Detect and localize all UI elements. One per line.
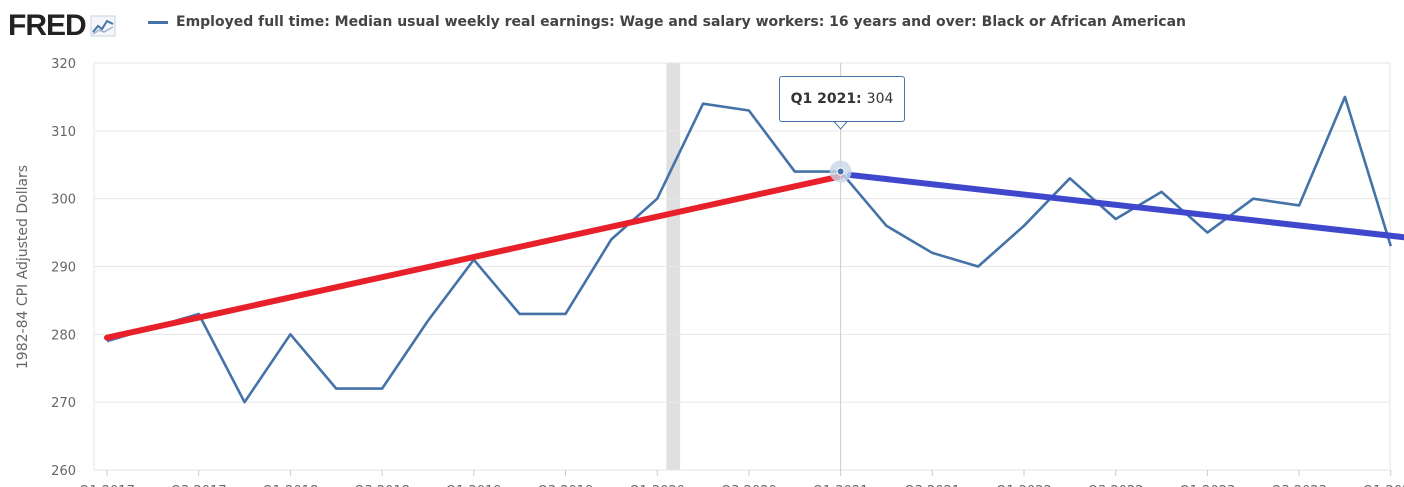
- series-line: [106, 95, 1393, 404]
- legend-line-swatch: [148, 20, 168, 24]
- axis-layer: 260 270 280 290 300 310 320 Q1 2017 Q3 2017 Q1 20…: [51, 57, 1404, 487]
- y-tick-label: 280: [51, 328, 76, 343]
- tooltip-pointer: [833, 120, 848, 130]
- x-tick-label: Q1 2022: [996, 484, 1052, 487]
- x-tick-label: Q3 2020: [721, 484, 777, 487]
- logo-text: FRED: [8, 9, 87, 42]
- trend-after-line: [846, 171, 1404, 241]
- x-tick-label: Q3 2018: [354, 484, 410, 487]
- x-tick-label: Q1 2021: [813, 484, 869, 487]
- header: FRED Employed full time: Median usual we…: [0, 0, 1404, 48]
- y-tick-label: 290: [51, 261, 76, 276]
- x-tick-label: Q1 2024: [1363, 484, 1404, 487]
- legend: Employed full time: Median usual weekly …: [148, 14, 1186, 30]
- grid-layer: [93, 62, 1391, 471]
- x-tick-label: Q1 2020: [629, 484, 685, 487]
- legend-label: Employed full time: Median usual weekly …: [176, 14, 1186, 30]
- highlight-point: [836, 167, 845, 176]
- x-tick-label: Q1 2023: [1180, 484, 1236, 487]
- tooltip-value: 304: [866, 91, 894, 107]
- x-tick-label: Q1 2017: [79, 484, 135, 487]
- chart-line-icon: [90, 15, 116, 37]
- fred-logo[interactable]: FRED: [8, 8, 116, 44]
- y-tick-label: 300: [51, 193, 76, 208]
- x-tick-label: Q3 2023: [1271, 484, 1327, 487]
- x-tick-label: Q3 2017: [171, 484, 227, 487]
- x-tick-label: Q3 2021: [904, 484, 960, 487]
- series-layer: [106, 95, 1393, 404]
- marker-layer: [829, 63, 852, 470]
- tooltip-label: Q1 2021:: [790, 91, 862, 107]
- trend-before-line: [104, 173, 844, 341]
- trend-layer: [104, 171, 1404, 341]
- y-axis-label: 1982-84 CPI Adjusted Dollars: [15, 165, 31, 369]
- x-tick-label: Q3 2022: [1088, 484, 1144, 487]
- y-tick-label: 260: [51, 464, 76, 479]
- y-tick-label: 310: [51, 125, 76, 140]
- data-tooltip: Q1 2021: 304: [779, 76, 905, 122]
- y-tick-label: 320: [51, 57, 76, 72]
- x-tick-label: Q1 2018: [263, 484, 319, 487]
- y-tick-label: 270: [51, 396, 76, 411]
